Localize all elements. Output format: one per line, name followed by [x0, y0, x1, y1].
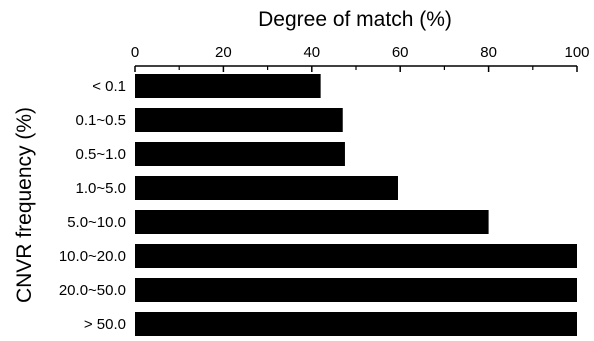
x-tick-label: 0 [131, 44, 139, 61]
category-label: < 0.1 [92, 78, 126, 95]
bar [135, 244, 577, 268]
y-axis-label: CNVR frequency (%) [13, 107, 36, 303]
x-tick-label: 60 [392, 44, 409, 61]
x-axis-ticks: 0 20 40 60 80 100 [131, 44, 590, 72]
x-tick-label: 40 [303, 44, 320, 61]
bar [135, 176, 398, 200]
x-tick-label: 80 [480, 44, 497, 61]
x-tick-label: 20 [215, 44, 232, 61]
x-tick-label: 100 [564, 44, 589, 61]
category-label: 5.0~10.0 [67, 214, 126, 231]
category-label: 0.1~0.5 [76, 112, 126, 129]
bar [135, 142, 345, 166]
bar [135, 312, 577, 336]
x-axis-label: Degree of match (%) [258, 8, 452, 31]
bar [135, 210, 489, 234]
bar [135, 278, 577, 302]
category-label: > 50.0 [84, 316, 126, 333]
category-label: 0.5~1.0 [76, 146, 126, 163]
bar [135, 108, 343, 132]
category-label: 1.0~5.0 [76, 180, 126, 197]
bar [135, 74, 321, 98]
category-label: 20.0~50.0 [59, 282, 126, 299]
category-labels: < 0.1 0.1~0.5 0.5~1.0 1.0~5.0 5.0~10.0 10.0~2… [59, 78, 126, 333]
bars-group [135, 74, 577, 336]
category-label: 10.0~20.0 [59, 248, 126, 265]
